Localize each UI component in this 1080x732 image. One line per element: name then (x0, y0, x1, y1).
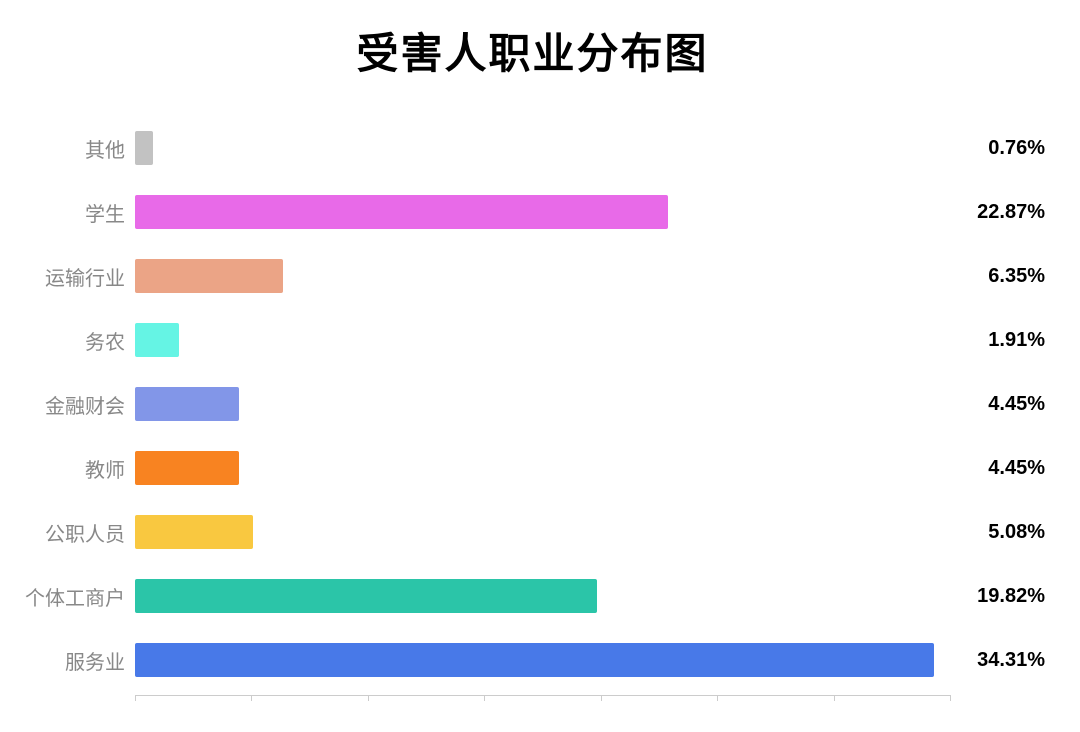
x-tick (950, 695, 951, 701)
bar-label: 个体工商户 (20, 582, 125, 611)
bar-track (135, 323, 950, 357)
x-tick (834, 695, 835, 701)
bar-label: 金融财会 (20, 390, 125, 419)
bar-track (135, 131, 950, 165)
bar-track (135, 451, 950, 485)
bar-row: 其他 0.76% (135, 116, 950, 180)
bar-label: 其他 (20, 134, 125, 163)
bar-label: 公职人员 (20, 518, 125, 547)
bar-row: 公职人员 5.08% (135, 500, 950, 564)
bar-value: 6.35% (955, 265, 1045, 288)
bar-label: 务农 (20, 326, 125, 355)
bar-row: 金融财会 4.45% (135, 372, 950, 436)
bar-track (135, 259, 950, 293)
bar-row: 个体工商户 19.82% (135, 564, 950, 628)
bar-value: 4.45% (955, 457, 1045, 480)
bar-track (135, 387, 950, 421)
bar-row: 运输行业 6.35% (135, 244, 950, 308)
bar-fill (135, 195, 668, 229)
bar-row: 服务业 34.31% (135, 628, 950, 692)
bar-fill (135, 643, 934, 677)
bar-fill (135, 387, 239, 421)
bar-value: 22.87% (955, 201, 1045, 224)
x-tick (601, 695, 602, 701)
bar-fill (135, 579, 597, 613)
bar-value: 5.08% (955, 521, 1045, 544)
x-axis (135, 695, 950, 696)
bar-label: 学生 (20, 198, 125, 227)
bar-label: 教师 (20, 454, 125, 483)
bar-fill (135, 515, 253, 549)
bar-value: 0.76% (955, 137, 1045, 160)
bar-row: 教师 4.45% (135, 436, 950, 500)
bar-track (135, 195, 950, 229)
chart-area: 其他 0.76% 学生 22.87% 运输行业 6.35% 务农 (15, 116, 1050, 696)
bar-track (135, 643, 950, 677)
bar-value: 34.31% (955, 649, 1045, 672)
bar-label: 服务业 (20, 646, 125, 675)
bar-row: 务农 1.91% (135, 308, 950, 372)
bar-fill (135, 131, 153, 165)
x-tick (717, 695, 718, 701)
bar-value: 1.91% (955, 329, 1045, 352)
bar-track (135, 579, 950, 613)
bar-row: 学生 22.87% (135, 180, 950, 244)
chart-title: 受害人职业分布图 (15, 20, 1050, 81)
x-tick (368, 695, 369, 701)
bar-value: 4.45% (955, 393, 1045, 416)
bar-value: 19.82% (955, 585, 1045, 608)
bar-fill (135, 259, 283, 293)
bar-fill (135, 323, 179, 357)
x-tick (135, 695, 136, 701)
bar-fill (135, 451, 239, 485)
x-tick (484, 695, 485, 701)
x-tick (251, 695, 252, 701)
bar-track (135, 515, 950, 549)
chart-container: 受害人职业分布图 其他 0.76% 学生 22.87% 运输行业 6.35% 务… (0, 0, 1080, 732)
bar-label: 运输行业 (20, 262, 125, 291)
